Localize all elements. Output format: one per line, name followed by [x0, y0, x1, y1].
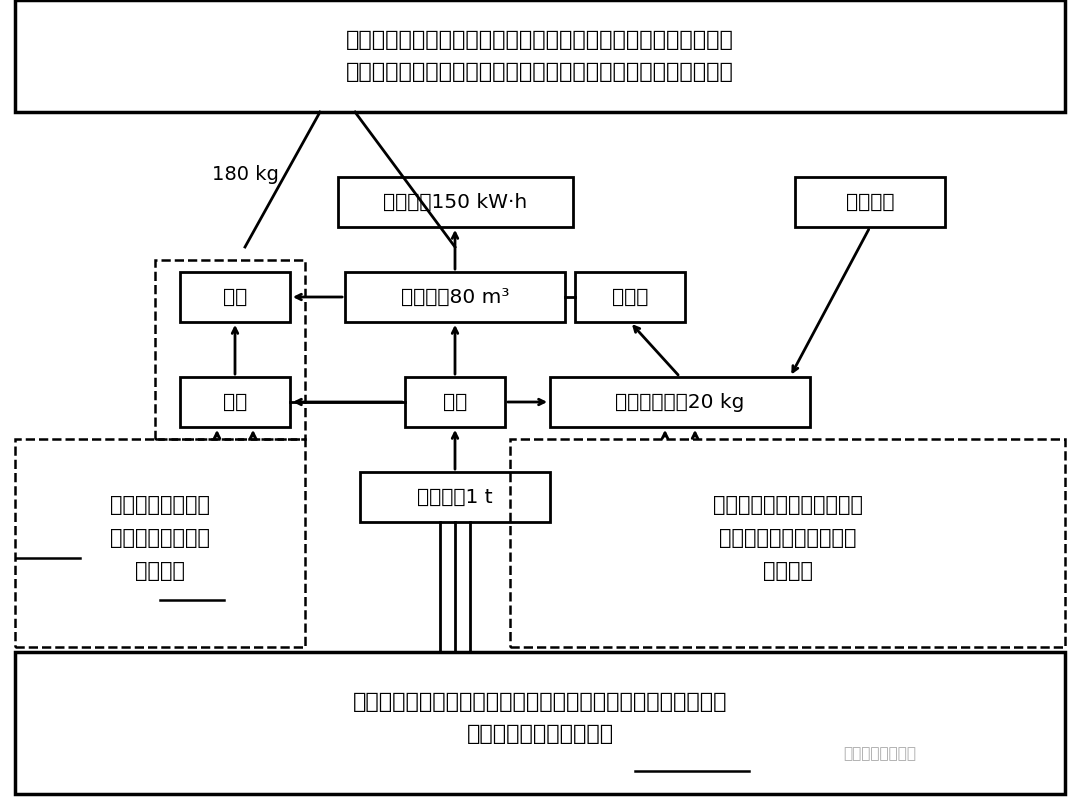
Text: 分拣: 分拣 [443, 392, 468, 411]
FancyBboxPatch shape [180, 377, 291, 427]
Text: 厨余垃圾1 t: 厨余垃圾1 t [417, 488, 492, 507]
Text: 废渣: 废渣 [222, 287, 247, 306]
FancyBboxPatch shape [337, 177, 572, 227]
FancyBboxPatch shape [575, 272, 685, 322]
FancyBboxPatch shape [15, 652, 1065, 794]
Text: 工业油脂: 工业油脂 [846, 192, 894, 212]
Text: 既可通过厨余垃圾分拣后直接生产沼气，也可通过提取生物油脂后
的有机渣来生产沼气；生产沼气既产生废渣，又可用沼气进行发电: 既可通过厨余垃圾分拣后直接生产沼气，也可通过提取生物油脂后 的有机渣来生产沼气；… [346, 30, 734, 82]
FancyBboxPatch shape [345, 272, 565, 322]
FancyBboxPatch shape [795, 177, 945, 227]
Text: 生产沼气80 m³: 生产沼气80 m³ [401, 287, 510, 306]
FancyBboxPatch shape [360, 472, 550, 522]
Text: 提取生物油脂20 kg: 提取生物油脂20 kg [616, 392, 745, 411]
FancyBboxPatch shape [550, 377, 810, 427]
FancyBboxPatch shape [405, 377, 505, 427]
Text: 180 kg: 180 kg [212, 164, 279, 184]
FancyBboxPatch shape [180, 272, 291, 322]
FancyBboxPatch shape [15, 0, 1065, 112]
Text: 沼气发电150 kW·h: 沼气发电150 kW·h [383, 192, 527, 212]
Text: 谭老师地理工作室: 谭老师地理工作室 [843, 747, 917, 762]
Text: 通过垃圾分拣产生
杂物，生产沼气后
产生废渣: 通过垃圾分拣产生 杂物，生产沼气后 产生废渣 [110, 495, 210, 581]
Text: 有机渣: 有机渣 [611, 287, 648, 306]
Text: 厨余垃圾是自动处理系统主要工艺流程的起点，是处理系统中最
初阶段的输入物，为原料: 厨余垃圾是自动处理系统主要工艺流程的起点，是处理系统中最 初阶段的输入物，为原料 [353, 692, 727, 743]
Text: 通过分拣，提取生物油脂，
生产工业油脂；有机渣可
生产沼气: 通过分拣，提取生物油脂， 生产工业油脂；有机渣可 生产沼气 [713, 495, 863, 581]
Text: 杂物: 杂物 [222, 392, 247, 411]
